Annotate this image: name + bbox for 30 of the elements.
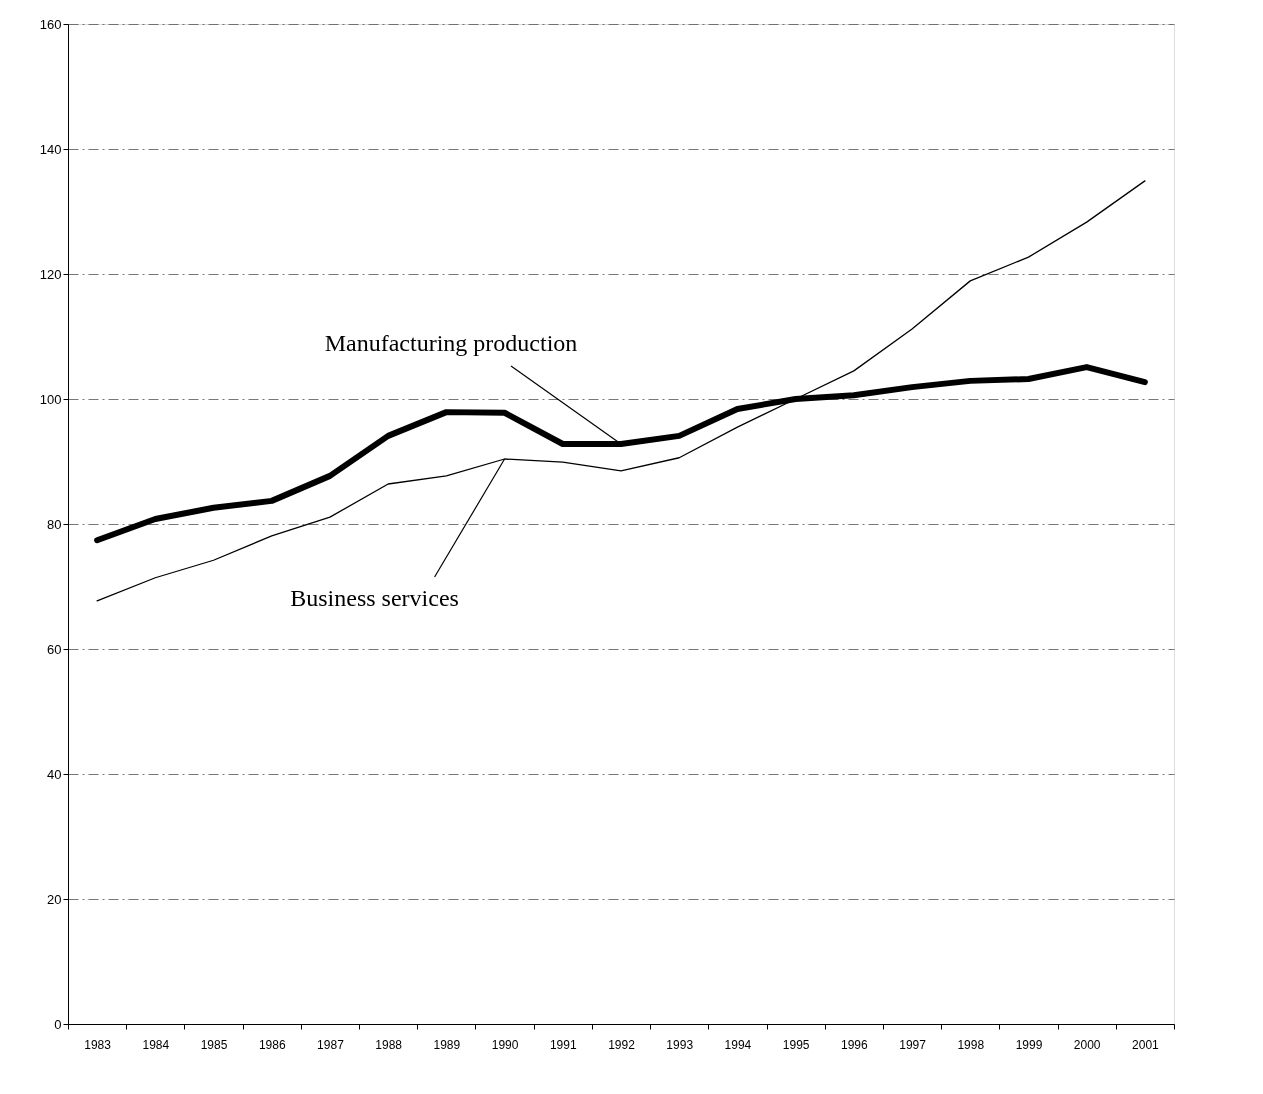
x-tick-label: 1998 bbox=[957, 1037, 985, 1052]
annotation: Manufacturing production bbox=[324, 330, 578, 356]
annotation: Business services bbox=[290, 585, 459, 611]
x-tick-label: 1986 bbox=[258, 1037, 286, 1052]
x-tick-label: 1992 bbox=[608, 1037, 636, 1052]
x-tick-label: 2001 bbox=[1132, 1037, 1160, 1052]
x-tick-label: 1984 bbox=[142, 1037, 170, 1052]
x-tick-label: 1983 bbox=[84, 1037, 112, 1052]
y-tick-label: 120 bbox=[39, 266, 62, 282]
x-tick-label: 1991 bbox=[549, 1037, 577, 1052]
x-tick-label: 1997 bbox=[899, 1037, 927, 1052]
x-tick-label: 1990 bbox=[491, 1037, 519, 1052]
y-tick-label: 160 bbox=[39, 16, 62, 32]
y-tick-label: 80 bbox=[47, 516, 62, 532]
x-tick-label: 1993 bbox=[666, 1037, 694, 1052]
x-tick-label: 2000 bbox=[1073, 1037, 1101, 1052]
x-tick-label: 1989 bbox=[433, 1037, 461, 1052]
x-tick-label: 1995 bbox=[782, 1037, 810, 1052]
x-tick-label: 1996 bbox=[840, 1037, 869, 1052]
y-tick-label: 100 bbox=[39, 391, 62, 407]
y-tick-label: 60 bbox=[47, 641, 62, 657]
x-tick-label: 1987 bbox=[317, 1037, 345, 1052]
y-tick-label: 40 bbox=[47, 766, 62, 782]
y-tick-label: 20 bbox=[47, 891, 62, 907]
y-tick-label: 0 bbox=[54, 1016, 62, 1032]
y-tick-label: 140 bbox=[39, 141, 62, 157]
x-tick-label: 1999 bbox=[1015, 1037, 1043, 1052]
x-tick-label: 1985 bbox=[200, 1037, 228, 1052]
x-tick-label: 1994 bbox=[724, 1037, 752, 1052]
x-tick-label: 1988 bbox=[375, 1037, 403, 1052]
